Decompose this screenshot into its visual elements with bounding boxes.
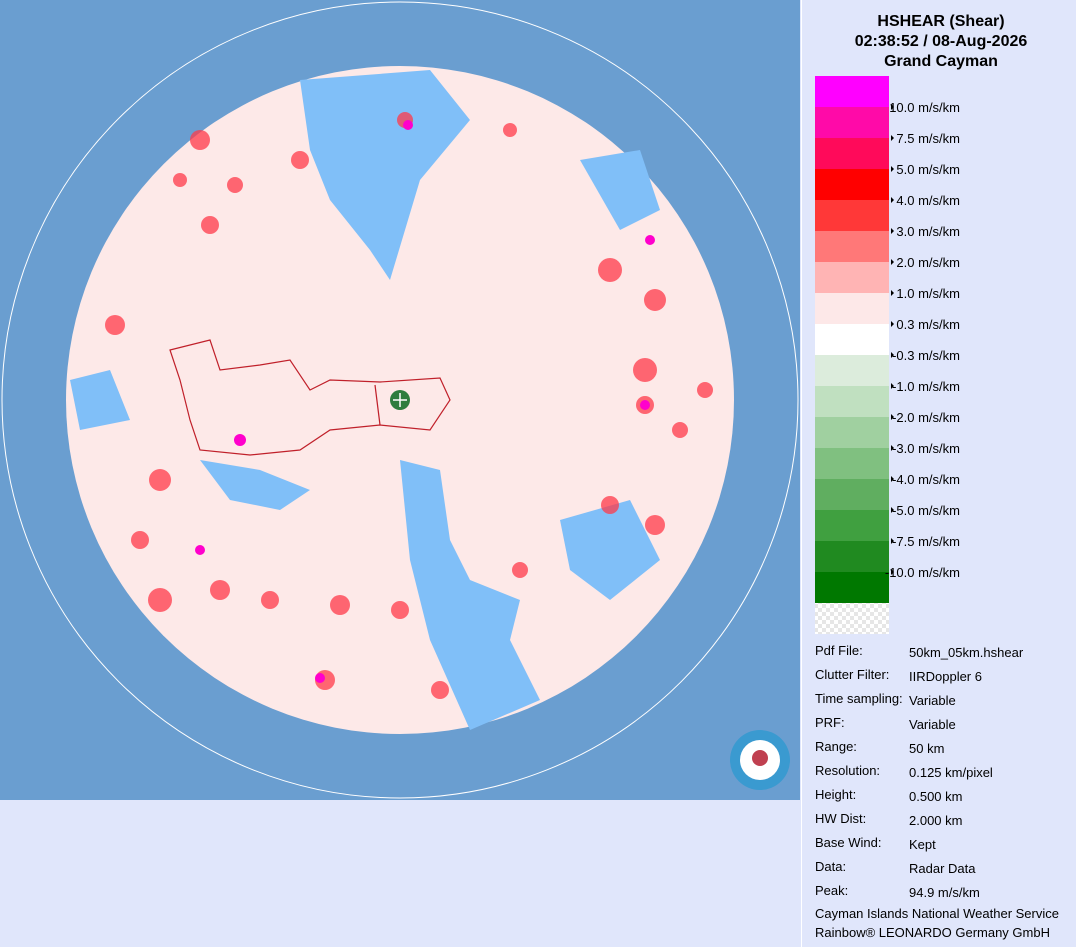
info-value: Radar Data xyxy=(909,861,976,876)
tick-marker xyxy=(891,507,894,513)
tick-marker xyxy=(891,290,894,296)
scale-label: 3.0 m/s/km xyxy=(896,224,960,239)
tick-marker xyxy=(891,259,894,265)
footer-area xyxy=(0,800,800,947)
scale-label: 7.5 m/s/km xyxy=(896,131,960,146)
scale-label: 10.0 m/s/km xyxy=(889,100,960,115)
scale-label: -4.0 m/s/km xyxy=(892,472,960,487)
tick-marker xyxy=(891,197,894,203)
color-bin xyxy=(815,138,889,169)
tick-marker xyxy=(891,321,894,327)
info-label: Range: xyxy=(815,739,857,754)
info-value: Variable xyxy=(909,693,956,708)
info-value: 50km_05km.hshear xyxy=(909,645,1024,660)
info-value: 0.125 km/pixel xyxy=(909,765,993,780)
scale-label: -0.3 m/s/km xyxy=(892,348,960,363)
tick-marker xyxy=(891,445,894,451)
scale-label: -3.0 m/s/km xyxy=(892,441,960,456)
scale-label: -7.5 m/s/km xyxy=(892,534,960,549)
scale-label: -10.0 m/s/km xyxy=(885,565,960,580)
tick-marker xyxy=(891,383,894,389)
tick-marker xyxy=(891,414,894,420)
legend: HSHEAR (Shear) 02:38:52 / 08-Aug-2026 Gr… xyxy=(815,13,1059,940)
site: Grand Cayman xyxy=(884,53,998,70)
info-label: Clutter Filter: xyxy=(815,667,889,682)
tick-marker xyxy=(891,166,894,172)
strong-echoes xyxy=(195,120,655,683)
range-ring xyxy=(1,1,799,799)
scale-label: 4.0 m/s/km xyxy=(896,193,960,208)
tick-marker xyxy=(891,104,894,110)
tick-marker xyxy=(891,352,894,358)
credit: Rainbow® LEONARDO Germany GmbH xyxy=(815,925,1050,940)
color-bin xyxy=(815,293,889,324)
info-value: 2.000 km xyxy=(909,813,962,828)
scale-label: 1.0 m/s/km xyxy=(896,286,960,301)
color-bin xyxy=(815,417,889,448)
info-label: PRF: xyxy=(815,715,845,730)
scale-label: 5.0 m/s/km xyxy=(896,162,960,177)
color-bin xyxy=(815,324,889,355)
info-label: Peak: xyxy=(815,883,848,898)
info-label: Base Wind: xyxy=(815,835,881,850)
radar-site-cross xyxy=(393,393,407,407)
color-bin xyxy=(815,262,889,293)
info-label: HW Dist: xyxy=(815,811,866,826)
tick-marker xyxy=(891,228,894,234)
info-label: Resolution: xyxy=(815,763,880,778)
shear-echoes xyxy=(105,112,713,699)
color-bin xyxy=(815,541,889,572)
radar-view xyxy=(0,0,800,947)
color-bin xyxy=(815,76,889,107)
color-bin xyxy=(815,510,889,541)
info-label: Time sampling: xyxy=(815,691,903,706)
tick-marker xyxy=(891,476,894,482)
scale-label: -2.0 m/s/km xyxy=(892,410,960,425)
tick-marker xyxy=(891,569,894,575)
tick-marker xyxy=(891,538,894,544)
info-value: IIRDoppler 6 xyxy=(909,669,982,684)
info-value: Kept xyxy=(909,837,936,852)
no-data-bin xyxy=(815,603,889,634)
credit: Cayman Islands National Weather Service xyxy=(815,906,1059,921)
tick-marker xyxy=(891,135,894,141)
color-bin xyxy=(815,386,889,417)
clear-areas xyxy=(70,70,660,730)
scale-label: -1.0 m/s/km xyxy=(892,379,960,394)
info-value: 0.500 km xyxy=(909,789,962,804)
scale-label: 2.0 m/s/km xyxy=(896,255,960,270)
info-value: Variable xyxy=(909,717,956,732)
color-bin xyxy=(815,169,889,200)
info-value: 94.9 m/s/km xyxy=(909,885,980,900)
info-label: Pdf File: xyxy=(815,643,863,658)
scale-label: 0.3 m/s/km xyxy=(896,317,960,332)
coastline xyxy=(169,339,451,456)
color-bin xyxy=(815,448,889,479)
timestamp: 02:38:52 / 08-Aug-2026 xyxy=(855,33,1028,50)
info-value: 50 km xyxy=(909,741,944,756)
info-label: Data: xyxy=(815,859,846,874)
color-bin xyxy=(815,200,889,231)
scale-label: -5.0 m/s/km xyxy=(892,503,960,518)
color-bin xyxy=(815,355,889,386)
info-label: Height: xyxy=(815,787,856,802)
title: HSHEAR (Shear) xyxy=(877,13,1004,30)
color-bin xyxy=(815,107,889,138)
color-bin xyxy=(815,572,889,603)
legend-panel: HSHEAR (Shear) 02:38:52 / 08-Aug-2026 Gr… xyxy=(801,0,1076,947)
logo xyxy=(730,730,790,790)
color-bin xyxy=(815,479,889,510)
color-bin xyxy=(815,231,889,262)
